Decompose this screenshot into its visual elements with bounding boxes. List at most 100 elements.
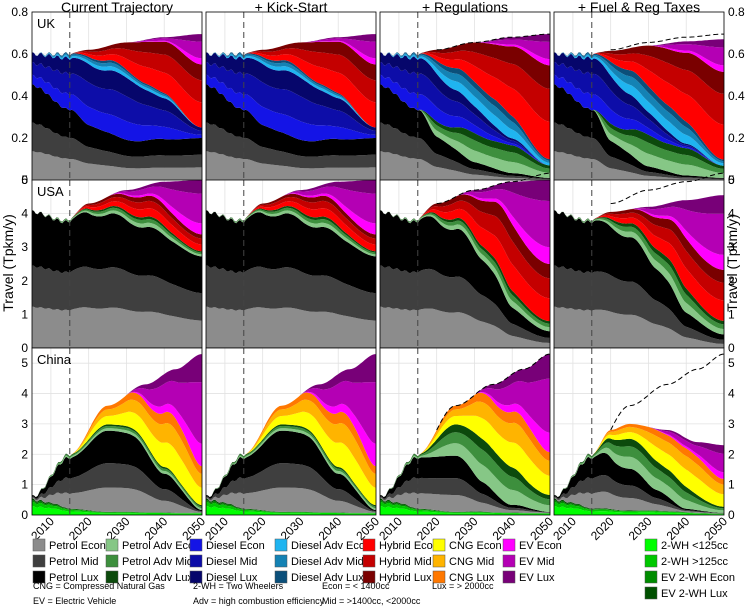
area-petrol-adv-lux [380, 424, 550, 500]
area-petrol-econ [380, 492, 550, 513]
area-ev-lux [32, 354, 202, 498]
area-petrol-econ [554, 151, 724, 180]
area-ev-econ [380, 194, 550, 264]
area-ev-mid [32, 38, 202, 59]
area-petrol-lux [380, 455, 550, 513]
y-tick-label: 0.4 [728, 89, 745, 103]
row-label-uk: UK [37, 16, 55, 31]
y-tick-label: 0.8 [11, 5, 28, 19]
area-hybrid-econ [380, 52, 550, 160]
area-2-wh-125cc [206, 501, 376, 514]
area-ev-econ [554, 209, 724, 270]
panel-usa-4: 0 1 2 3 4 5 [553, 172, 735, 355]
y-tick-label: 0 [728, 508, 735, 522]
panel-uk-1: 0 0.2 0.4 0.6 0.8 UK [11, 5, 203, 187]
area-petrol-adv-mid [380, 210, 550, 328]
legend-label: Diesel Lux [206, 572, 258, 584]
area-cng-mid [206, 399, 376, 498]
x-tick-label: 2030 [104, 514, 133, 543]
area-diesel-econ [32, 74, 202, 142]
y-tick-label: 0.4 [11, 89, 28, 103]
x-tick-label: 2020 [240, 514, 269, 543]
x-tick-label: 2010 [28, 514, 57, 543]
area-ev-lux [206, 354, 376, 498]
legend-item: CNG Mid [432, 554, 494, 568]
y-tick-label: 0.6 [11, 47, 28, 61]
area-diesel-mid [554, 61, 724, 166]
area-hybrid-lux [32, 41, 202, 81]
area-ev-econ [554, 45, 724, 72]
area-hybrid-lux [380, 42, 550, 89]
area-hybrid-econ [32, 52, 202, 128]
area-petrol-adv-econ [380, 210, 550, 332]
legend-item: Diesel Econ [189, 538, 265, 552]
x-tick-label: 2030 [452, 514, 481, 543]
legend-label: 2-WH <125cc [661, 540, 728, 552]
x-tick-label: 2020 [66, 514, 95, 543]
area-cng-econ [554, 432, 724, 507]
y-tick-label: 5 [21, 173, 28, 187]
y-tick-label: 4 [21, 207, 28, 221]
reference-total-line [610, 33, 724, 51]
area-petrol-adv-lux [554, 210, 724, 325]
area-ev-mid [206, 380, 376, 498]
y-tick-label: 2 [728, 274, 735, 288]
y-axis-label-left: Travel (Tpkm/y) [0, 214, 16, 311]
x-tick-label: 2040 [142, 514, 171, 543]
legend-item: EV 2-WH Econ [644, 570, 735, 584]
legend-swatch [105, 554, 119, 568]
x-tick-label: 2040 [664, 514, 693, 543]
legend-swatch [502, 538, 516, 552]
legend-label: Petrol Adv Mid [122, 556, 193, 568]
legend-swatch [32, 554, 46, 568]
area-cng-mid [554, 426, 724, 498]
y-tick-label: 0 [21, 508, 28, 522]
area-2-wh-125cc [554, 501, 724, 515]
column-title-2: + Kick-Start [255, 0, 328, 15]
y-tick-label: 0.8 [728, 5, 745, 19]
legend-swatch [644, 554, 658, 568]
legend-swatch [432, 538, 446, 552]
area-petrol-econ [554, 491, 724, 514]
y-tick-label: 4 [21, 387, 28, 401]
y-tick-label: 2 [21, 274, 28, 288]
area-petrol-adv-mid [554, 210, 724, 329]
footnote: Econ = < 1400cc [322, 581, 390, 591]
legend-label: Hybrid Lux [379, 572, 432, 584]
legend-label: Diesel Econ [206, 540, 265, 552]
area-ev-mid [206, 38, 376, 59]
legend-label: Petrol Lux [49, 572, 99, 584]
area-hybrid-mid [32, 197, 202, 245]
legend-item: Petrol Adv Mid [105, 554, 193, 568]
area-petrol-lux [206, 210, 376, 293]
area-diesel-lux [554, 52, 724, 166]
area-hybrid-mid [206, 48, 376, 103]
area-diesel-adv-mid [206, 52, 376, 128]
area-diesel-mid [32, 61, 202, 135]
legend-swatch [362, 570, 376, 584]
legend-label: Hybrid Mid [379, 556, 432, 568]
area-petrol-mid [380, 122, 550, 180]
legend-item: Diesel Mid [189, 554, 257, 568]
area-petrol-lux [206, 84, 376, 157]
area-hybrid-econ [554, 210, 724, 321]
panel-frame [379, 347, 551, 516]
legend-label: Diesel Adv Mid [291, 556, 364, 568]
y-tick-label: 3 [728, 240, 735, 254]
legend-item: Diesel Adv Lux [274, 570, 364, 584]
area-diesel-econ [554, 74, 724, 166]
legend-item: Hybrid Mid [362, 554, 432, 568]
legend-swatch [274, 570, 288, 584]
area-hybrid-econ [206, 201, 376, 252]
panel-china-3: 2010 2020 2030 2040 2050 [376, 347, 556, 543]
legend-item: Hybrid Econ [362, 538, 439, 552]
area-diesel-lux [206, 52, 376, 131]
area-diesel-adv-mid [554, 52, 724, 164]
legend-label: EV Mid [519, 556, 554, 568]
legend-label: Petrol Adv Econ [122, 540, 200, 552]
legend-swatch [644, 538, 658, 552]
footnote: Lux = > 2000cc [432, 581, 494, 591]
y-tick-label: 3 [21, 417, 28, 431]
legend-swatch [432, 554, 446, 568]
